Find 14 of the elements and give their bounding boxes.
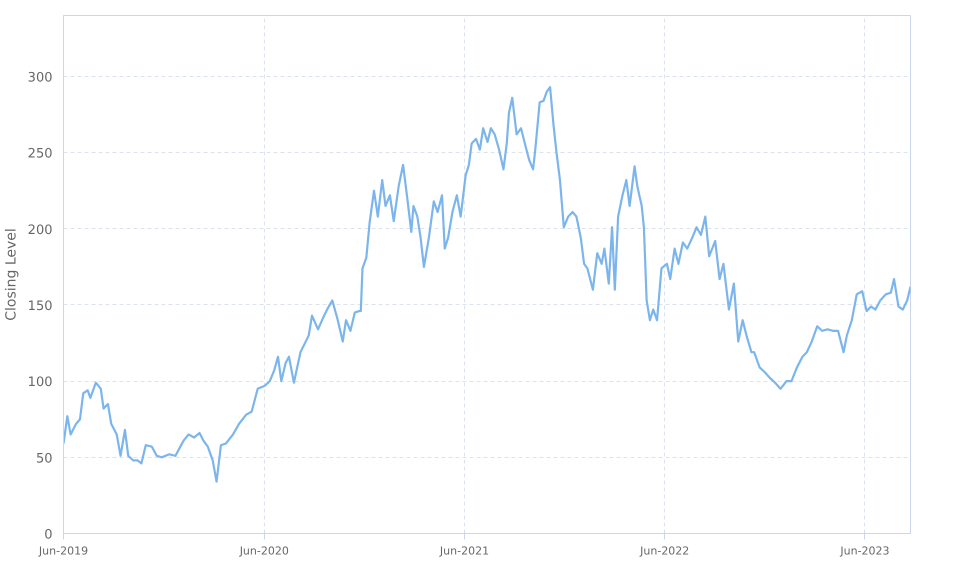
- y-axis-title: Closing Level: [4, 228, 20, 321]
- y-tick-label: 200: [28, 222, 53, 238]
- y-tick-label: 50: [36, 451, 53, 466]
- x-tick-label: Jun-2021: [438, 544, 490, 558]
- y-tick-label: 100: [28, 375, 53, 390]
- x-tick-label: Jun-2023: [839, 544, 890, 558]
- x-tick-label: Jun-2019: [38, 544, 88, 558]
- x-tick-label: Jun-2020: [238, 544, 289, 558]
- y-tick-label: 250: [28, 146, 53, 162]
- y-tick-label: 300: [28, 70, 53, 86]
- x-tick-label: Jun-2022: [639, 544, 690, 558]
- y-tick-label: 0: [44, 528, 53, 542]
- y-tick-label: 150: [28, 298, 53, 314]
- line-series: [64, 86, 910, 483]
